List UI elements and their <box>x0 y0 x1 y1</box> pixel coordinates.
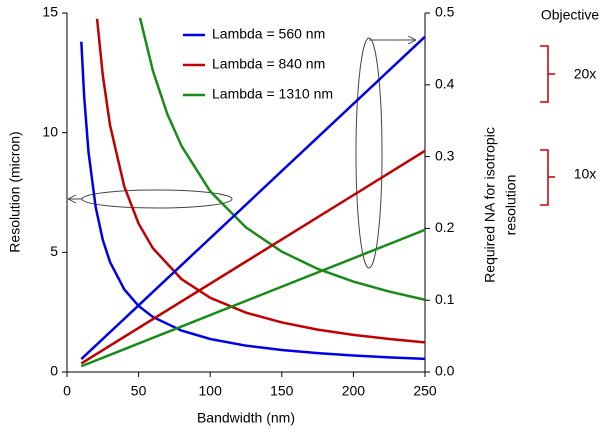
y2-tick-label: 0.0 <box>435 363 455 379</box>
y2-tick-label: 0.5 <box>435 4 455 20</box>
ellipse <box>355 37 383 269</box>
x-tick-label: 150 <box>270 383 294 399</box>
series-line <box>95 18 426 344</box>
bracket <box>540 45 555 103</box>
y-tick-label: 10 <box>42 123 58 139</box>
y2-tick-label: 0.1 <box>435 291 455 307</box>
annotation: 10x <box>574 166 597 182</box>
annotation: 20x <box>574 66 597 82</box>
y2-axis-label: Required NA for isotropic <box>482 127 498 283</box>
x-axis-label: Bandwidth (nm) <box>197 410 295 426</box>
y2-axis-label: resolution <box>503 175 519 236</box>
ellipse <box>81 189 233 209</box>
x-tick-label: 0 <box>63 383 71 399</box>
y2-tick-label: 0.2 <box>435 219 455 235</box>
axis-frame <box>66 13 426 373</box>
legend-label: Lambda = 1310 nm <box>212 86 333 102</box>
y-tick-label: 15 <box>42 4 58 20</box>
y2-tick-label: 0.4 <box>435 76 455 92</box>
x-tick-label: 100 <box>199 383 223 399</box>
x-tick-label: 50 <box>131 383 147 399</box>
y-axis-label: Resolution (micron) <box>7 131 23 252</box>
series-line <box>80 35 426 360</box>
y-tick-label: 0 <box>50 363 58 379</box>
annotation: Objective <box>541 7 600 23</box>
series-line <box>80 41 426 361</box>
x-tick-label: 250 <box>413 383 437 399</box>
series-line <box>80 149 426 365</box>
y-tick-label: 5 <box>50 243 58 259</box>
y2-tick-label: 0.3 <box>435 147 455 163</box>
x-tick-label: 200 <box>342 383 366 399</box>
series-line <box>138 17 426 301</box>
bracket <box>540 149 555 206</box>
legend-label: Lambda = 560 nm <box>212 26 325 42</box>
series-line <box>80 228 426 368</box>
legend-label: Lambda = 840 nm <box>212 56 325 72</box>
